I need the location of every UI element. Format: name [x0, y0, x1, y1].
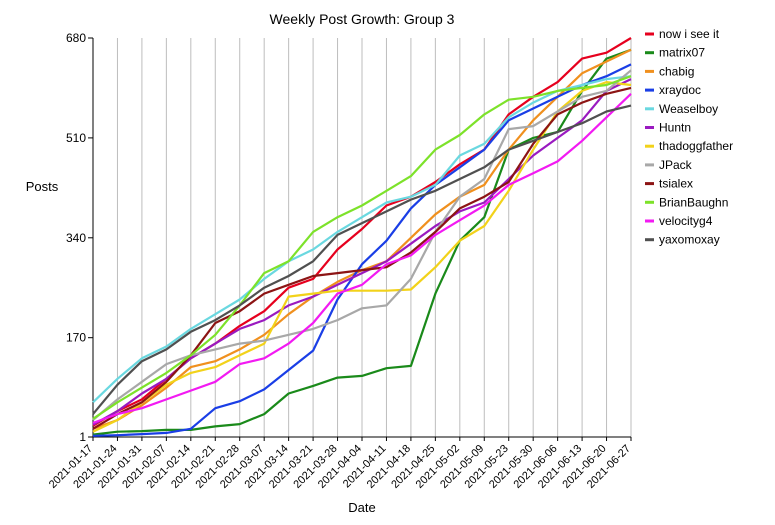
series-line	[92, 104, 632, 415]
legend-label: thadoggfather	[659, 139, 733, 153]
legend-label: velocityg4	[659, 214, 713, 228]
legend-label: chabig	[659, 64, 694, 78]
y-tick-label: 1	[79, 430, 86, 444]
series-line	[92, 75, 632, 420]
legend-label: matrix07	[659, 46, 705, 60]
series-line	[92, 75, 632, 404]
x-axis-label: Date	[348, 500, 375, 515]
series-line	[92, 63, 632, 437]
legend-label: now i see it	[659, 27, 720, 41]
legend-label: yaxomoxay	[659, 233, 720, 247]
legend-label: Huntn	[659, 121, 691, 135]
legend-label: xraydoc	[659, 83, 701, 97]
legend-label: Weaselboy	[659, 102, 718, 116]
y-tick-label: 340	[66, 231, 86, 245]
y-tick-label: 680	[66, 31, 86, 45]
y-tick-label: 170	[66, 331, 86, 345]
legend-label: BrianBaughn	[659, 195, 728, 209]
series-line	[92, 69, 632, 421]
legend: now i see it matrix07 chabig xraydoc Weaselb…	[645, 27, 733, 247]
series-line	[92, 93, 632, 424]
chart-title: Weekly Post Growth: Group 3	[270, 11, 455, 27]
axes: 2021-01-172021-01-242021-01-312021-02-07…	[47, 31, 633, 491]
series-lines	[92, 37, 632, 437]
grid	[92, 38, 632, 437]
legend-label: JPack	[659, 158, 693, 172]
y-axis-label: Posts	[26, 179, 59, 194]
legend-label: tsialex	[659, 177, 693, 191]
y-tick-label: 510	[66, 131, 86, 145]
series-line	[92, 86, 632, 430]
